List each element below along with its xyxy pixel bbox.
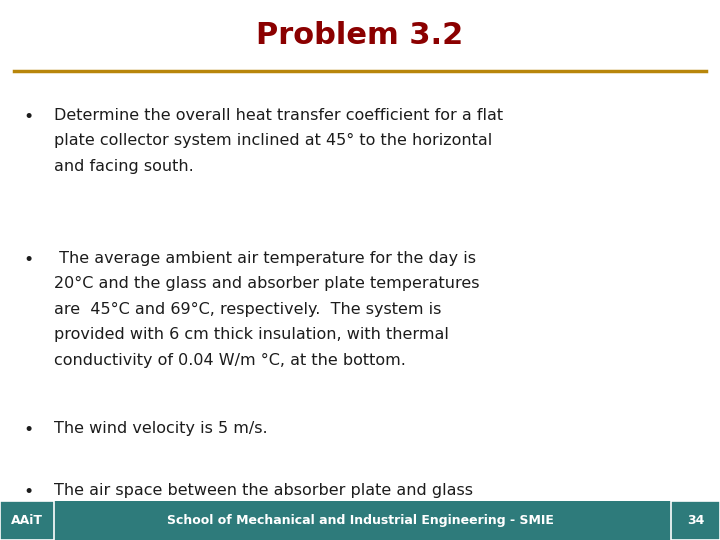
Text: Problem 3.2: Problem 3.2 — [256, 21, 464, 50]
Text: AAiT: AAiT — [11, 514, 43, 527]
Text: 20°C and the glass and absorber plate temperatures: 20°C and the glass and absorber plate te… — [54, 276, 480, 292]
Text: 34: 34 — [687, 514, 704, 527]
Text: and facing south.: and facing south. — [54, 159, 194, 174]
Text: The air space between the absorber plate and glass: The air space between the absorber plate… — [54, 483, 473, 498]
Text: Determine the overall heat transfer coefficient for a flat: Determine the overall heat transfer coef… — [54, 108, 503, 123]
Text: emissivities of the glass and plate are 0.88 and 0.95: emissivities of the glass and plate are … — [54, 534, 476, 540]
Text: •: • — [24, 108, 34, 126]
Text: •: • — [24, 483, 34, 501]
Bar — [0, 501, 720, 540]
Text: •: • — [24, 421, 34, 439]
Text: plate collector system inclined at 45° to the horizontal: plate collector system inclined at 45° t… — [54, 133, 492, 148]
Bar — [671, 501, 720, 540]
Bar — [0, 501, 54, 540]
Text: provided with 6 cm thick insulation, with thermal: provided with 6 cm thick insulation, wit… — [54, 327, 449, 342]
Text: are  45°C and 69°C, respectively.  The system is: are 45°C and 69°C, respectively. The sys… — [54, 302, 441, 317]
Text: conductivity of 0.04 W/m °C, at the bottom.: conductivity of 0.04 W/m °C, at the bott… — [54, 353, 406, 368]
Text: School of Mechanical and Industrial Engineering - SMIE: School of Mechanical and Industrial Engi… — [166, 514, 554, 527]
Text: •: • — [24, 251, 34, 269]
Text: The average ambient air temperature for the day is: The average ambient air temperature for … — [54, 251, 476, 266]
Text: cover has optimum thickness of 7.5 cm and the: cover has optimum thickness of 7.5 cm an… — [54, 509, 438, 524]
Text: The wind velocity is 5 m/s.: The wind velocity is 5 m/s. — [54, 421, 268, 436]
